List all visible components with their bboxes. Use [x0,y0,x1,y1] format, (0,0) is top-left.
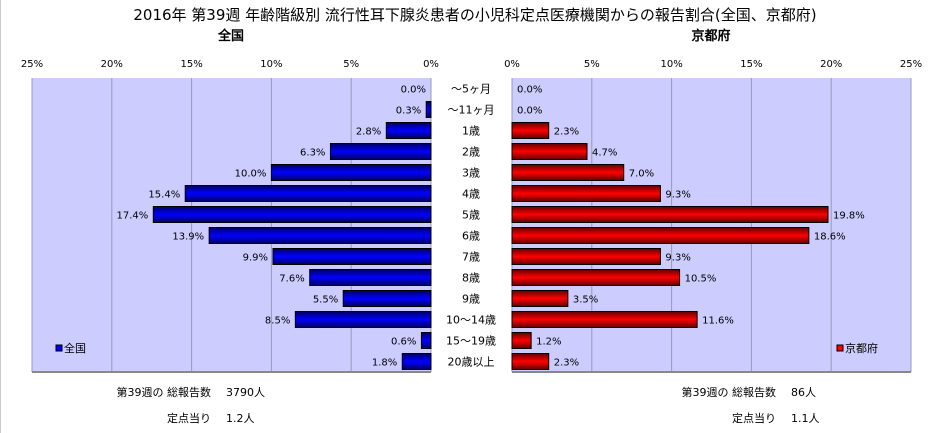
category-label: 15～19歳 [446,335,496,348]
data-label-kyoto: 9.3% [665,190,690,201]
bar-kyoto [511,290,569,307]
x-tick-label-kyoto: 10% [660,59,682,70]
x-tick-label-national: 25% [21,59,43,70]
x-tick-label-kyoto: 25% [900,59,922,70]
data-label-kyoto: 1.2% [536,337,561,348]
category-label: 6歳 [462,230,480,243]
data-label-national: 13.9% [172,232,204,243]
bar-kyoto [511,332,532,349]
kyoto-total-value: 86人 [791,386,816,399]
national-per-value: 1.2人 [226,412,255,425]
category-label: 5歳 [462,209,480,222]
data-label-national: 1.8% [372,358,397,369]
data-label-kyoto: 19.8% [833,211,865,222]
category-column [432,78,511,372]
bar-national [184,185,432,202]
x-tick-label-kyoto: 15% [740,59,762,70]
chart-title: 2016年 第39週 年齢階級別 流行性耳下腺炎患者の小児科定点医療機関からの報… [133,6,816,24]
bar-kyoto [511,248,661,265]
national-per-label: 定点当り [167,411,211,425]
category-label: 3歳 [462,167,480,180]
category-label: 2歳 [462,146,480,159]
bar-national [385,122,432,139]
bar-national [401,353,432,370]
bar-kyoto [511,143,588,160]
x-tick-label-kyoto: 5% [584,59,600,70]
bar-national [329,143,432,160]
data-label-kyoto: 0.0% [517,106,542,117]
bar-national [309,269,432,286]
data-label-national: 7.6% [279,274,304,285]
data-label-kyoto: 4.7% [592,148,617,159]
data-label-kyoto: 7.0% [629,169,654,180]
data-label-kyoto: 0.0% [517,85,542,96]
bar-national [270,164,432,181]
kyoto-per-label: 定点当り [732,411,776,425]
national-total-label: 第39週の 総報告数 [117,385,212,399]
category-label: 20歳以上 [448,356,495,369]
data-label-national: 5.5% [313,295,338,306]
data-label-national: 15.4% [148,190,180,201]
bar-kyoto [511,206,829,223]
data-label-national: 2.8% [356,127,381,138]
category-label: 7歳 [462,251,480,264]
national-total-value: 3790人 [226,386,265,399]
bar-national [342,290,432,307]
legend-swatch-kyoto [836,344,844,352]
x-tick-label-kyoto: 20% [820,59,842,70]
bar-national [425,101,432,118]
data-label-kyoto: 10.5% [685,274,717,285]
legend-label-national: 全国 [64,341,86,355]
panel-title-national: 全国 [217,28,244,44]
data-label-national: 0.0% [401,85,426,96]
data-label-national: 10.0% [235,169,267,180]
category-label: 8歳 [462,272,480,285]
bar-national [272,248,432,265]
bar-kyoto [511,353,550,370]
legend-swatch-national [55,344,63,352]
category-label: ～11ヶ月 [448,104,495,117]
category-label: ～5ヶ月 [451,83,491,96]
category-label: 9歳 [462,293,480,306]
legend-label-kyoto: 京都府 [845,341,878,355]
data-label-national: 0.3% [396,106,421,117]
bar-national [208,227,432,244]
data-label-kyoto: 18.6% [814,232,846,243]
bar-national [152,206,432,223]
data-label-national: 6.3% [300,148,325,159]
bar-kyoto [511,164,625,181]
bar-kyoto [511,122,550,139]
bar-kyoto [511,185,661,202]
data-label-kyoto: 2.3% [554,127,579,138]
category-label: 10～14歳 [446,314,496,327]
bar-kyoto [511,311,698,328]
data-label-kyoto: 11.6% [702,316,734,327]
data-label-national: 0.6% [391,337,416,348]
panel-title-kyoto: 京都府 [691,28,730,44]
x-tick-label-national: 5% [343,59,359,70]
data-label-kyoto: 9.3% [665,253,690,264]
x-tick-label-kyoto: 0% [504,59,520,70]
data-label-national: 9.9% [243,253,268,264]
x-tick-label-national: 10% [260,59,282,70]
x-tick-label-national: 0% [423,59,439,70]
bar-national [420,332,432,349]
data-label-kyoto: 2.3% [554,358,579,369]
bar-kyoto [511,227,810,244]
x-tick-label-national: 15% [180,59,202,70]
x-tick-label-national: 20% [101,59,123,70]
bar-kyoto [511,269,681,286]
kyoto-per-value: 1.1人 [791,412,820,425]
bar-national [294,311,432,328]
category-label: 1歳 [462,125,480,138]
data-label-national: 17.4% [117,211,149,222]
data-label-kyoto: 3.5% [573,295,598,306]
category-label: 4歳 [462,188,480,201]
data-label-national: 8.5% [265,316,290,327]
kyoto-total-label: 第39週の 総報告数 [682,385,777,399]
